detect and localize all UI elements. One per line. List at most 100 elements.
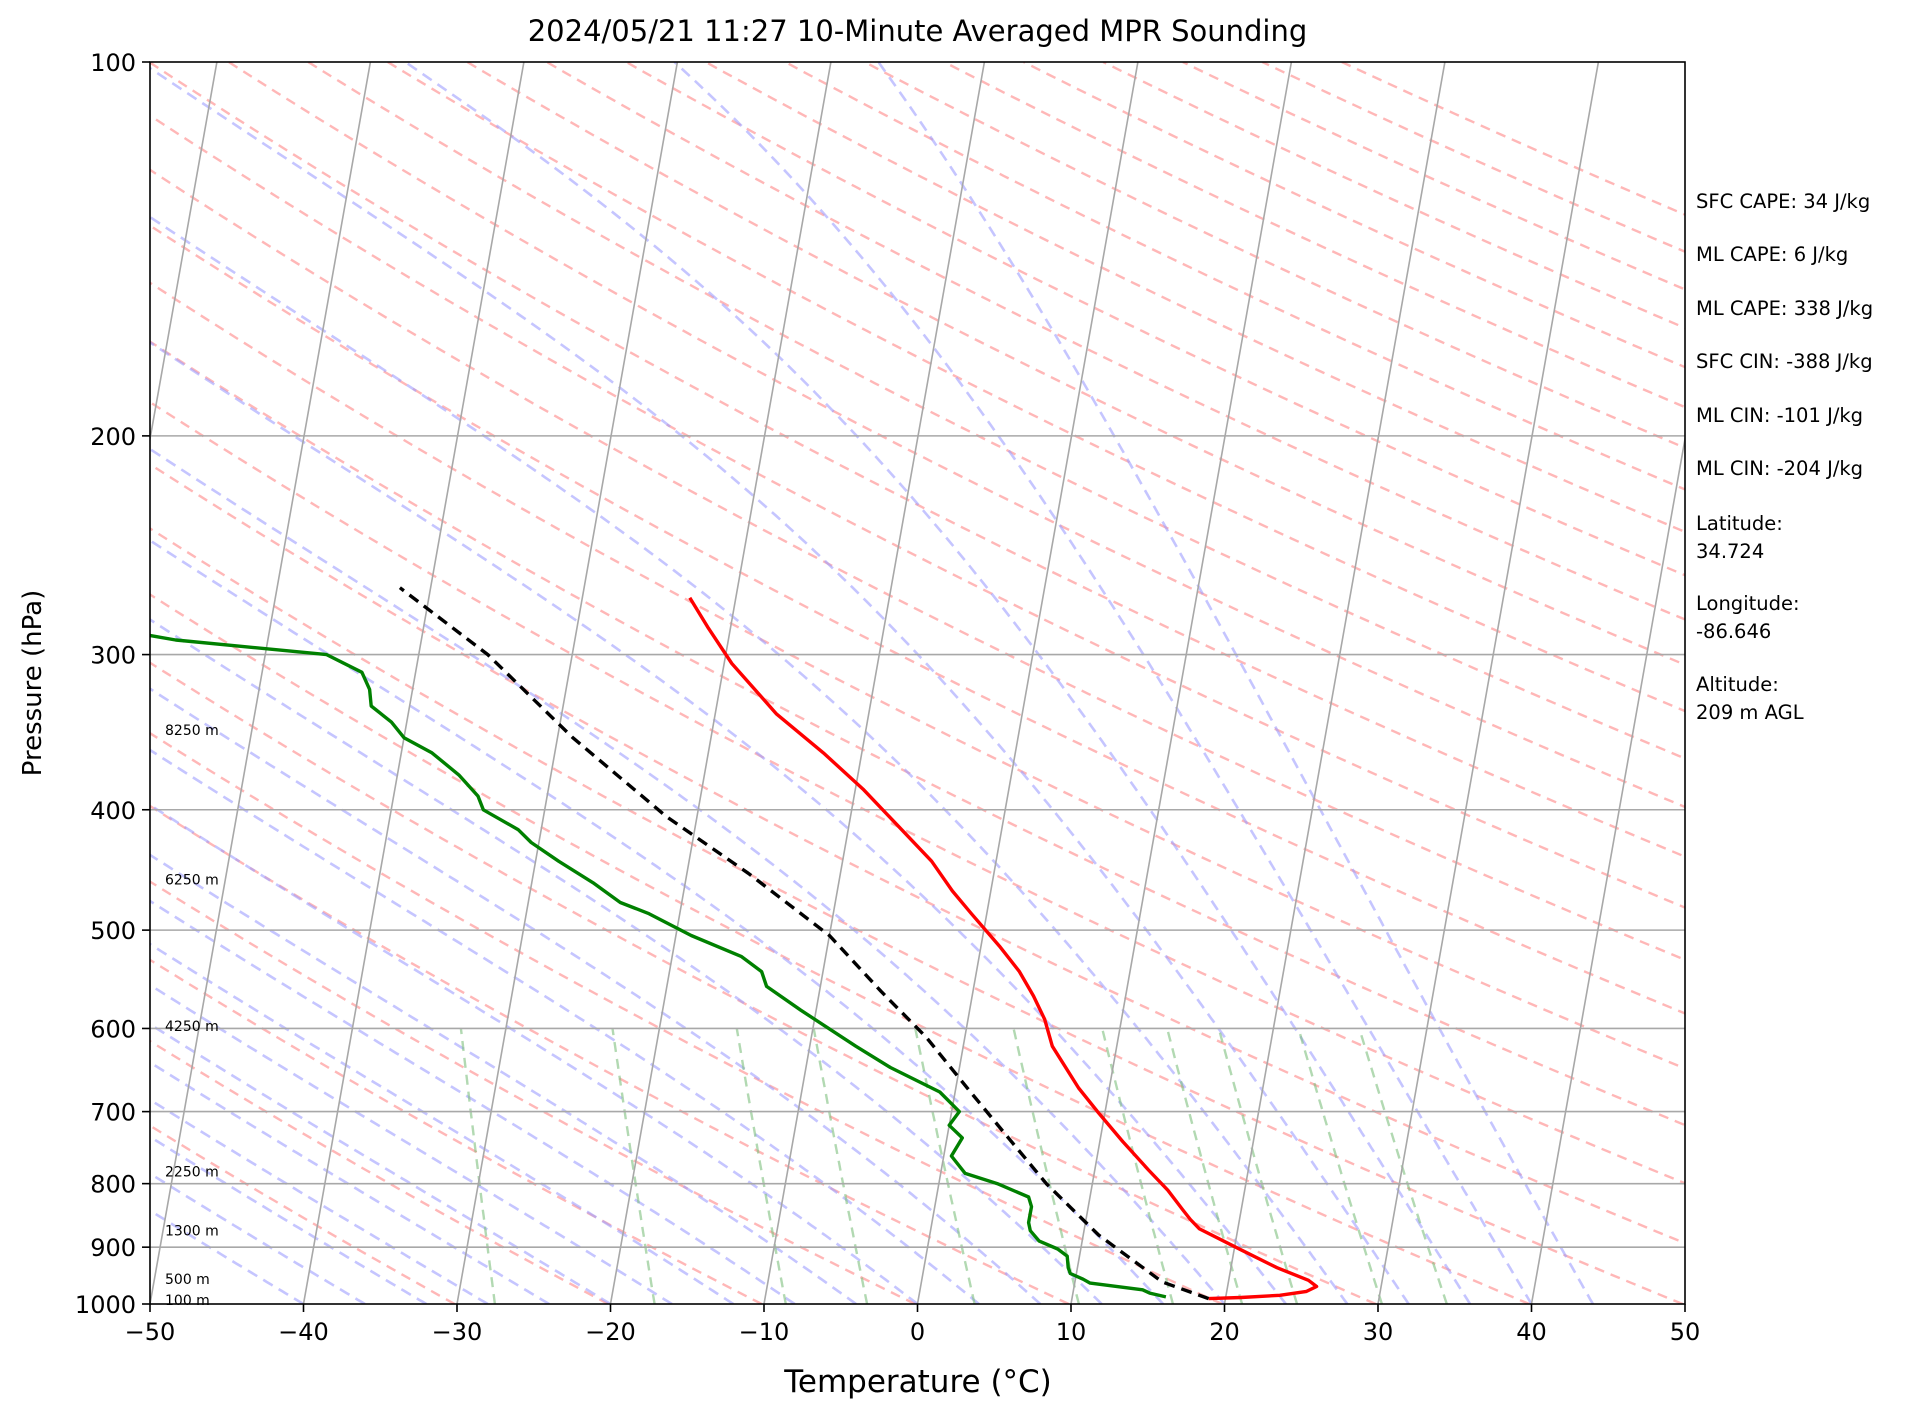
- moist-adiabat: [150, 1209, 305, 1304]
- height-label: 6250 m: [165, 872, 219, 888]
- annotation-text: ML CIN: -204 J/kg: [1696, 457, 1864, 480]
- moist-adiabat: [150, 853, 857, 1304]
- dry-adiabat: [150, 880, 916, 1304]
- moist-adiabat: [150, 447, 1226, 1304]
- x-tick-label: −40: [278, 1318, 329, 1346]
- height-label: 4250 m: [165, 1019, 219, 1035]
- dry-adiabat: [466, 62, 1685, 667]
- moist-adiabat: [150, 1098, 489, 1304]
- isotherm-line: [1839, 62, 1910, 1304]
- y-tick-label: 200: [90, 423, 136, 451]
- mixing-ratio-line: [1297, 1028, 1384, 1304]
- y-tick-label: 500: [90, 917, 136, 945]
- moist-adiabat: [673, 62, 1533, 1304]
- moist-adiabat: [150, 1172, 366, 1304]
- mixing-ratio-line: [735, 1028, 787, 1304]
- series-line-1: [688, 596, 1319, 1301]
- annotation-text: SFC CIN: -388 J/kg: [1696, 350, 1873, 373]
- y-tick-label: 1000: [75, 1291, 136, 1319]
- moist-adiabat: [150, 1135, 427, 1304]
- y-axis-label: Pressure (hPa): [18, 590, 48, 777]
- dry-adiabat: [150, 462, 1685, 1245]
- series-line-2: [150, 633, 1167, 1299]
- dry-adiabat: [150, 62, 1685, 858]
- moist-adiabat: [150, 803, 919, 1304]
- isotherm-line: [150, 62, 218, 444]
- mixing-ratio-line: [812, 1028, 869, 1304]
- x-tick-label: 10: [1056, 1318, 1087, 1346]
- plot-frame: [149, 61, 1686, 1305]
- isotherm-line: [609, 62, 832, 1304]
- dry-adiabat: [150, 958, 763, 1304]
- moist-adiabat: [150, 618, 1103, 1304]
- height-labels: 8250 m 6250 m 4250 m 2250 m 1300 m 500 m 100 m: [165, 723, 219, 1309]
- annotation-text: Altitude: 209 m AGL: [1696, 673, 1804, 724]
- x-axis: −50 −40 −30 −20 −10 0 10 20 30 40 50: [125, 1304, 1701, 1346]
- isotherm-line: [302, 62, 525, 1304]
- x-tick-label: 0: [910, 1318, 925, 1346]
- y-tick-label: 100: [90, 49, 136, 77]
- moist-adiabat: [150, 983, 673, 1304]
- dry-adiabat: [150, 804, 1070, 1304]
- isotherm-line: [1223, 62, 1446, 1304]
- annotation-text: ML CIN: -101 J/kg: [1696, 404, 1864, 427]
- dry-adiabat: [150, 340, 1685, 1127]
- dry-adiabat: [150, 400, 1685, 1185]
- x-tick-label: 20: [1209, 1318, 1240, 1346]
- dry-adiabat: [943, 62, 1685, 409]
- y-tick-label: 700: [90, 1099, 136, 1127]
- y-tick-label: 800: [90, 1171, 136, 1199]
- dry-adiabat: [864, 62, 1685, 450]
- isotherm-line: [150, 62, 372, 1304]
- annotation-text: Longitude: -86.646: [1696, 592, 1800, 643]
- moist-adiabat: [150, 1022, 612, 1304]
- isotherm-line: [456, 62, 679, 1304]
- height-label: 8250 m: [165, 723, 219, 739]
- moist-adiabat: [150, 942, 735, 1304]
- moist-adiabat: [404, 62, 1472, 1304]
- dry-adiabat: [1102, 62, 1685, 330]
- isotherm-line: [1377, 62, 1600, 1304]
- x-tick-label: 40: [1516, 1318, 1547, 1346]
- moist-adiabat: [150, 748, 980, 1304]
- isotherm-line: [916, 62, 1139, 1304]
- y-axis: 100 200 300 400 500 600 700 800 900 1000: [75, 49, 150, 1319]
- isotherm-line: [1530, 434, 1685, 1304]
- x-tick-label: 50: [1670, 1318, 1701, 1346]
- height-label: 2250 m: [165, 1164, 219, 1180]
- dry-adiabat: [307, 62, 1685, 760]
- isotherm-line: [1070, 62, 1293, 1304]
- y-tick-label: 900: [90, 1234, 136, 1262]
- series-line-3: [398, 586, 1210, 1301]
- moist-adiabat: [150, 215, 1349, 1304]
- dry-adiabat: [150, 731, 1223, 1304]
- x-tick-label: −20: [585, 1318, 636, 1346]
- annotation-text: ML CAPE: 338 J/kg: [1696, 297, 1874, 320]
- dry-adiabat: [150, 1124, 456, 1304]
- x-tick-label: −30: [432, 1318, 483, 1346]
- dry-adiabat: [150, 593, 1530, 1304]
- dry-adiabat: [150, 114, 1685, 909]
- height-label: 100 m: [165, 1293, 210, 1309]
- annotation-text: ML CAPE: 6 J/kg: [1696, 243, 1849, 266]
- mixing-ratio-line: [611, 1028, 656, 1304]
- annotation-text: Latitude: 34.724: [1696, 512, 1783, 563]
- dry-adiabat: [705, 62, 1685, 534]
- moist-adiabat: [150, 340, 1287, 1304]
- x-axis-label: Temperature (°C): [783, 1364, 1052, 1400]
- moist-adiabat: [150, 1060, 550, 1304]
- dry-adiabat: [387, 62, 1685, 713]
- x-tick-label: 30: [1363, 1318, 1394, 1346]
- dry-adiabat: [228, 62, 1685, 809]
- dry-adiabat: [150, 168, 1685, 962]
- moist-adiabat: [150, 538, 1165, 1304]
- height-label: 1300 m: [165, 1224, 219, 1240]
- height-label: 500 m: [165, 1272, 210, 1288]
- annotation-text: SFC CAPE: 34 J/kg: [1696, 190, 1871, 213]
- y-tick-label: 300: [90, 642, 136, 670]
- dry-adiabat: [150, 661, 1377, 1304]
- dry-adiabat: [150, 224, 1685, 1015]
- chart-title: 2024/05/21 11:27 10-Minute Averaged MPR …: [527, 14, 1308, 48]
- isotherm-line: [763, 62, 986, 1304]
